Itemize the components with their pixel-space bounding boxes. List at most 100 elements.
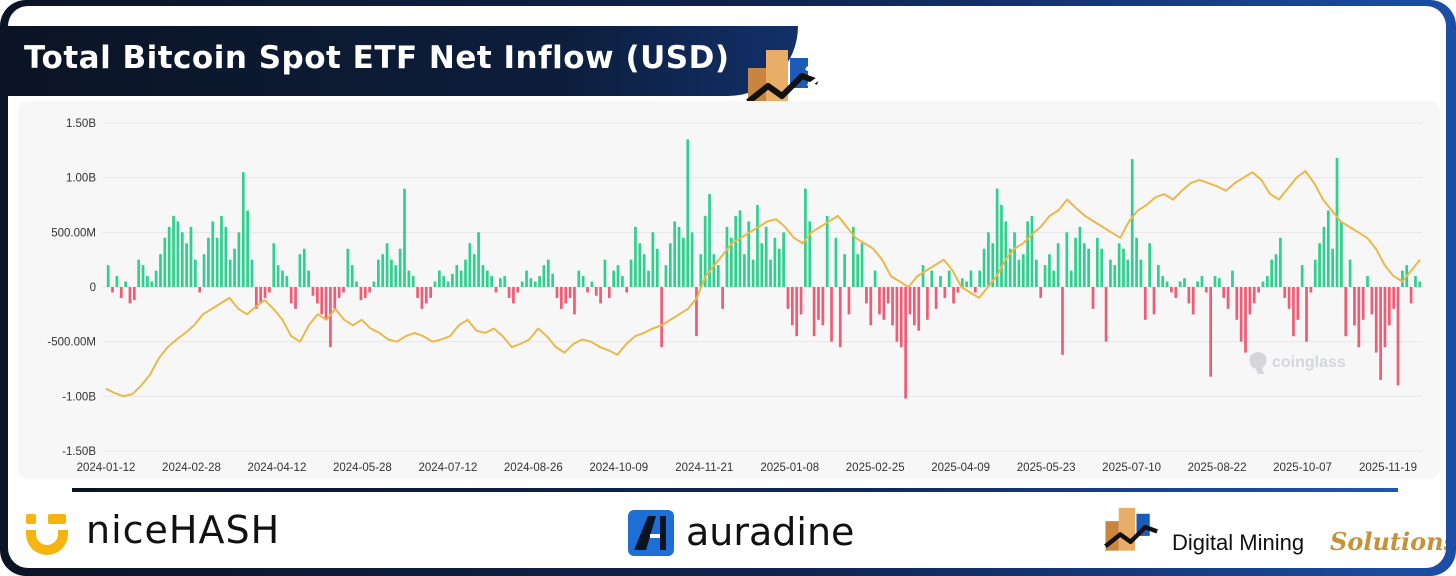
outflow-bar [573, 287, 576, 315]
outflow-bar [1379, 287, 1382, 380]
outflow-bar [956, 287, 960, 293]
inflow-bar [1261, 281, 1265, 287]
outflow-bar [1152, 287, 1156, 315]
inflow-bar [1100, 248, 1104, 287]
watermark-text: coinglass [1272, 354, 1346, 371]
y-tick-label: 0 [90, 282, 96, 294]
inflow-bar [743, 254, 746, 287]
inflow-bar [1008, 248, 1012, 287]
inflow-bar [1265, 276, 1269, 287]
outflow-bar [560, 287, 563, 309]
inflow-bar [873, 270, 877, 287]
outflow-bar [926, 287, 929, 320]
outflow-bar [594, 287, 598, 296]
inflow-bar [407, 270, 411, 287]
inflow-bar [982, 248, 986, 287]
outflow-bar [263, 287, 267, 298]
inflow-bar [459, 270, 463, 287]
outflow-bar [119, 287, 123, 298]
outflow-bar [268, 287, 271, 293]
inflow-bar [281, 270, 284, 287]
outflow-bar [416, 287, 419, 298]
outflow-bar [695, 287, 698, 337]
x-tick-label: 2025-05-23 [1017, 462, 1076, 474]
x-tick-label: 2024-02-28 [162, 462, 221, 474]
outflow-bar [1305, 287, 1308, 342]
inflow-bar [546, 259, 550, 287]
inflow-bar [481, 265, 485, 287]
inflow-bar [782, 232, 785, 287]
inflow-bar [1401, 270, 1404, 287]
outflow-bar [1235, 287, 1239, 320]
inflow-bar [464, 259, 467, 287]
outflow-bar [198, 287, 202, 293]
inflow-bar [1161, 276, 1165, 287]
title-banner: Total Bitcoin Spot ETF Net Inflow (USD) [8, 26, 826, 114]
outflow-bar [625, 287, 629, 293]
inflow-bar [987, 232, 990, 287]
outflow-bar [1292, 287, 1295, 337]
outflow-bar [294, 287, 297, 309]
inflow-bar [442, 276, 446, 287]
outflow-bar [329, 287, 332, 348]
x-tick-label: 2024-01-12 [77, 462, 136, 474]
inflow-bar [843, 254, 846, 287]
x-tick-label: 2025-10-07 [1273, 462, 1332, 474]
card: Total Bitcoin Spot ETF Net Inflow (USD) … [8, 6, 1446, 568]
x-tick-label: 2025-04-09 [931, 462, 990, 474]
outflow-bar [420, 287, 424, 309]
inflow-bar [398, 248, 402, 287]
x-tick-label: 2024-08-26 [504, 462, 563, 474]
inflow-bar [172, 215, 175, 287]
outflow-bar [943, 287, 947, 298]
inflow-bar [1213, 276, 1217, 287]
inflow-bar [1335, 157, 1339, 287]
dms-footer-icon [1104, 507, 1158, 551]
outflow-bar [817, 287, 820, 320]
outflow-bar [132, 287, 136, 301]
x-tick-label: 2024-07-12 [418, 462, 477, 474]
inflow-bar [525, 270, 528, 287]
inflow-bar [1035, 259, 1038, 287]
outflow-bar [586, 287, 589, 293]
inflow-bar [1030, 215, 1034, 287]
inflow-bar [159, 254, 162, 287]
inflow-bar [529, 278, 533, 287]
outflow-bar [128, 287, 132, 304]
y-tick-label: 1.50B [66, 118, 96, 130]
inflow-bar [1366, 276, 1369, 287]
inflow-bar [647, 270, 650, 287]
inflow-bar [930, 270, 934, 287]
inflow-bar [1004, 221, 1008, 287]
outflow-bar [790, 287, 794, 326]
outflow-bar [368, 287, 371, 293]
inflow-bar [712, 254, 716, 287]
outflow-bar [337, 287, 341, 298]
dms-wordmark: Digital Mining [1172, 530, 1305, 555]
inflow-bar [1313, 259, 1317, 287]
inflow-bar [115, 276, 119, 287]
inflow-bar [1340, 221, 1343, 287]
inflow-bar [1065, 232, 1069, 287]
outflow-bar [607, 287, 611, 298]
inflow-bar [1109, 259, 1112, 287]
outflow-bar [830, 287, 833, 342]
outflow-bar [1191, 287, 1195, 315]
inflow-bar [621, 276, 624, 287]
outflow-bar [320, 287, 324, 315]
outflow-bar [429, 287, 432, 298]
inflow-bar [1096, 237, 1099, 287]
inflow-bar [612, 270, 616, 287]
footer-divider [72, 488, 1398, 492]
y-tick-label: 500.00M [51, 227, 96, 239]
price-line [105, 170, 1421, 398]
outflow-bar [1357, 287, 1361, 348]
inflow-bar [207, 237, 210, 287]
inflow-bar [995, 188, 999, 287]
y-tick-label: -500.00M [47, 337, 96, 349]
outflow-bar [1226, 287, 1230, 309]
outflow-bar [799, 287, 803, 315]
inflow-bar [1418, 281, 1422, 287]
outflow-bar [869, 287, 873, 326]
inflow-bar [1270, 259, 1274, 287]
